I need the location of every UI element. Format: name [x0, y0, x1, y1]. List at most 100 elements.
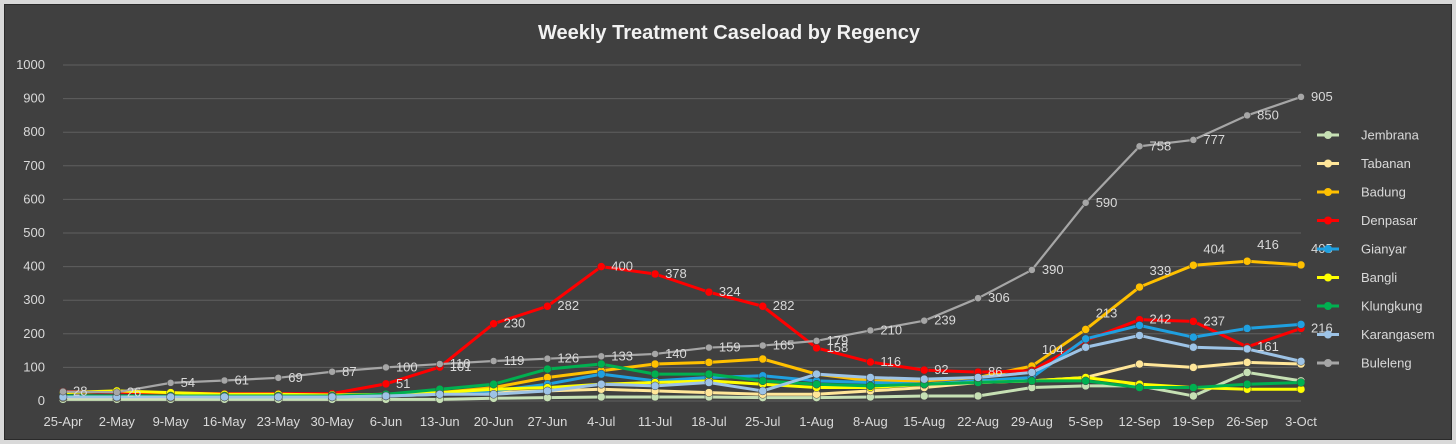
data-point-karangasem [166, 392, 175, 402]
data-point-jembrana [919, 391, 929, 401]
data-label-denpasar: 237 [1203, 313, 1225, 328]
x-tick-label: 30-May [310, 414, 354, 429]
data-point-tabanan [1242, 358, 1252, 367]
data-point-badung [1296, 260, 1306, 270]
x-tick-label: 26-Sep [1226, 414, 1268, 429]
x-tick-label: 23-May [257, 414, 301, 429]
data-point-karangasem [1189, 342, 1198, 352]
data-point-gianyar [597, 369, 606, 379]
series-line-jembrana [61, 370, 1303, 401]
x-tick-label: 11-Jul [638, 414, 673, 429]
x-tick-label: 1-Aug [799, 414, 834, 429]
y-tick-label: 500 [23, 225, 45, 240]
y-tick-label: 700 [23, 158, 45, 173]
data-point-badung [758, 354, 767, 364]
data-point-denpasar [650, 269, 660, 279]
data-label-denpasar: 324 [719, 284, 741, 299]
data-label-denpasar: 230 [504, 316, 526, 331]
x-tick-label: 8-Aug [853, 414, 888, 429]
x-tick-label: 25-Apr [43, 414, 83, 429]
data-point-karangasem [1242, 344, 1252, 354]
legend-label-bangli: Bangli [1361, 270, 1397, 285]
data-point-karangasem [489, 390, 498, 399]
data-point-karangasem [1135, 331, 1144, 340]
data-label-buleleng: 210 [880, 322, 902, 337]
data-label-buleleng: 179 [827, 333, 849, 348]
data-point-klungkung [543, 364, 552, 374]
y-tick-label: 900 [23, 91, 45, 106]
data-point-buleleng [597, 352, 606, 361]
data-point-denpasar [812, 343, 821, 353]
data-point-klungkung [1189, 383, 1198, 392]
legend-marker-buleleng [1324, 359, 1332, 367]
data-point-buleleng [489, 357, 498, 365]
x-tick-label: 12-Sep [1119, 414, 1161, 429]
data-label-badung: 339 [1150, 263, 1172, 278]
data-label-buleleng: 87 [342, 364, 356, 379]
data-point-karangasem [812, 369, 821, 379]
data-label-denpasar: 242 [1150, 312, 1172, 327]
x-tick-label: 3-Oct [1285, 414, 1317, 429]
x-tick-label: 29-Aug [1011, 414, 1053, 429]
data-point-denpasar [919, 365, 929, 375]
data-point-klungkung [812, 379, 821, 389]
data-point-gianyar [1296, 320, 1306, 329]
data-point-klungkung [1027, 376, 1037, 386]
data-point-buleleng [1243, 111, 1251, 120]
data-point-denpasar [1189, 317, 1198, 326]
y-tick-label: 300 [23, 292, 45, 307]
data-point-denpasar [543, 301, 552, 311]
data-point-badung [1081, 325, 1090, 334]
data-label-denpasar: 378 [665, 266, 687, 281]
data-point-buleleng [974, 294, 982, 302]
y-tick-label: 0 [38, 393, 45, 408]
y-tick-label: 1000 [16, 57, 45, 72]
data-point-karangasem [1027, 368, 1037, 377]
data-label-denpasar: 101 [450, 359, 472, 374]
legend-marker-bangli [1324, 273, 1332, 282]
data-label-buleleng: 758 [1150, 138, 1172, 153]
legend-marker-karangasem [1324, 330, 1332, 339]
data-point-gianyar [1135, 321, 1144, 330]
data-point-tabanan [1135, 359, 1144, 369]
data-label-buleleng: 69 [288, 370, 302, 385]
data-point-buleleng [758, 341, 767, 350]
y-tick-label: 200 [23, 326, 45, 341]
x-tick-label: 19-Sep [1172, 414, 1214, 429]
data-point-buleleng [166, 379, 175, 387]
data-label-denpasar: 28 [73, 384, 87, 399]
data-point-klungkung [1135, 383, 1144, 392]
data-point-badung [1135, 282, 1144, 292]
data-label-denpasar: 86 [988, 364, 1002, 379]
data-point-karangasem [973, 373, 983, 382]
data-label-denpasar: 282 [557, 298, 579, 313]
data-point-klungkung [866, 381, 875, 391]
legend-marker-klungkung [1324, 302, 1332, 310]
data-point-karangasem [1296, 357, 1306, 366]
x-tick-label: 27-Jun [528, 414, 568, 429]
y-tick-label: 100 [23, 359, 45, 374]
data-point-buleleng [1189, 136, 1198, 144]
x-tick-label: 6-Jun [370, 414, 403, 429]
data-point-karangasem [650, 381, 660, 391]
data-point-karangasem [704, 378, 714, 387]
legend-marker-gianyar [1324, 245, 1332, 253]
data-point-denpasar [489, 319, 498, 328]
data-point-badung [704, 358, 714, 367]
series-line-buleleng [61, 95, 1303, 394]
data-point-jembrana [1189, 391, 1198, 401]
x-tick-label: 5-Sep [1068, 414, 1103, 429]
data-label-buleleng: 239 [934, 313, 956, 328]
x-tick-label: 9-May [153, 414, 190, 429]
data-label-badung: 213 [1096, 305, 1118, 320]
data-point-karangasem [1081, 342, 1090, 352]
data-point-klungkung [597, 359, 606, 369]
data-point-klungkung [1242, 379, 1252, 389]
data-point-buleleng [543, 354, 552, 363]
series-line-bangli [61, 375, 1303, 397]
data-point-jembrana [597, 392, 606, 402]
data-point-buleleng [436, 360, 444, 368]
data-point-buleleng [1028, 266, 1036, 274]
data-point-gianyar [1081, 334, 1090, 344]
data-label-denpasar: 400 [611, 259, 633, 274]
